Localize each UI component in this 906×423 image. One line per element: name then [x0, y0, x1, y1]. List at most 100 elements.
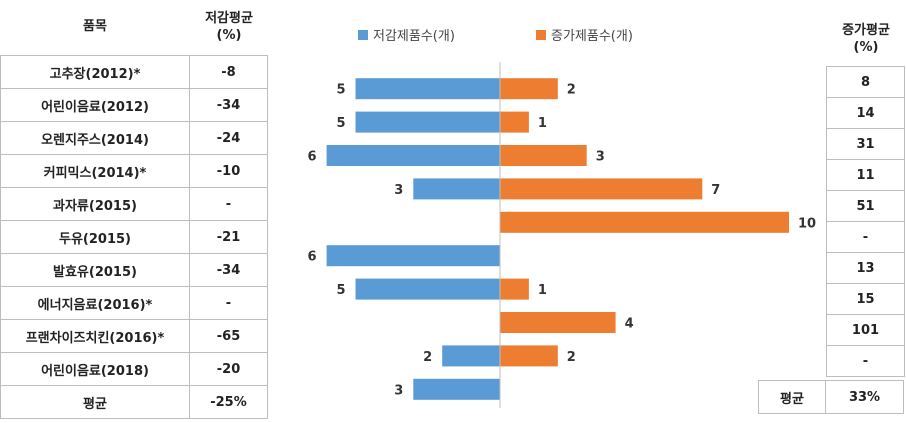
increase-value-label: 3	[596, 150, 605, 165]
legend-decrease-label: 저감제품수(개)	[373, 29, 455, 44]
decrease-value-label: 6	[308, 150, 317, 165]
increase-bar	[500, 278, 529, 300]
decrease-bar	[355, 278, 500, 300]
right-average-label: 평균	[758, 380, 826, 414]
left-table-row: 프랜차이즈치킨(2016)* -65	[0, 319, 268, 353]
right-table-row: 101	[826, 314, 905, 346]
decrease-bar	[355, 78, 500, 100]
legend-increase-swatch	[536, 29, 546, 40]
right-table-row: -	[826, 221, 905, 253]
left-table-row: 어린이음료(2012) -34	[0, 88, 268, 122]
right-average-row: 평균 33%	[758, 380, 904, 414]
decrease-average-cell: -21	[189, 220, 268, 254]
decrease-bar	[442, 345, 500, 367]
header-increase-average-line2: (%)	[853, 40, 879, 55]
increase-average-cell: 8	[826, 66, 905, 98]
right-table-row: 15	[826, 283, 905, 315]
right-table-row: 14	[826, 97, 905, 129]
right-table-row: 31	[826, 128, 905, 160]
item-name-cell: 오렌지주스(2014)	[0, 121, 190, 155]
increase-value-label: 7	[711, 183, 720, 198]
header-increase-average-line1: 증가평균	[842, 23, 890, 38]
decrease-average-cell: -8	[189, 55, 268, 89]
decrease-value-label: 2	[423, 350, 432, 365]
decrease-bar	[413, 178, 500, 200]
increase-value-label: 4	[625, 317, 634, 332]
decrease-bar	[413, 378, 500, 400]
legend-increase-label: 증가제품수(개)	[551, 29, 633, 44]
increase-bar	[500, 345, 558, 367]
increase-bar	[500, 78, 558, 100]
decrease-value-label: 3	[394, 383, 403, 398]
header-decrease-average-line2: (%)	[216, 28, 242, 43]
left-table-row: 발효유(2015) -34	[0, 253, 268, 287]
decrease-value-label: 5	[336, 116, 345, 131]
increase-bar	[500, 178, 703, 200]
decrease-average-cell: -34	[189, 253, 268, 287]
decrease-average-cell: -	[189, 286, 268, 320]
item-name-cell: 커피믹스(2014)*	[0, 154, 190, 188]
right-table-row: 13	[826, 252, 905, 284]
decrease-bar	[326, 245, 500, 267]
increase-bar	[500, 111, 529, 133]
decrease-average-cell: -24	[189, 121, 268, 155]
item-name-cell: 과자류(2015)	[0, 187, 190, 221]
increase-value-label: 1	[538, 283, 547, 298]
item-name-cell: 에너지음료(2016)*	[0, 286, 190, 320]
increase-value-label: 1	[538, 116, 547, 131]
increase-average-cell: 11	[826, 159, 905, 191]
increase-value-label: 2	[567, 350, 576, 365]
right-average-value: 33%	[825, 380, 904, 414]
item-name-cell: 고추장(2012)*	[0, 55, 190, 89]
increase-value-label: 10	[798, 216, 816, 231]
left-table-row: 어린이음료(2018) -20	[0, 352, 268, 386]
increase-bar	[500, 312, 616, 333]
left-table-row: 고추장(2012)* -8	[0, 55, 268, 89]
item-name-cell: 프랜차이즈치킨(2016)*	[0, 319, 190, 353]
increase-average-cell: 51	[826, 190, 905, 222]
increase-average-cell: 31	[826, 128, 905, 160]
header-increase-average: 증가평균 (%)	[826, 22, 906, 56]
legend-decrease: 저감제품수(개)	[358, 25, 455, 44]
increase-average-cell: 14	[826, 97, 905, 129]
item-name-cell: 두유(2015)	[0, 220, 190, 254]
left-table-row: 두유(2015) -21	[0, 220, 268, 254]
right-average-table: 평균 33%	[758, 380, 904, 414]
right-table-row: 8	[826, 66, 905, 98]
right-table-row: -	[826, 345, 905, 377]
right-table-grid: 8 14 31 11 51-13 15 101-	[826, 66, 905, 377]
decrease-value-label: 6	[308, 250, 317, 265]
legend-increase: 증가제품수(개)	[536, 25, 633, 44]
header-decrease-average-line1: 저감평균	[205, 11, 253, 26]
left-table-row: 커피믹스(2014)* -10	[0, 154, 268, 188]
increase-bar	[500, 145, 587, 166]
decrease-bar	[355, 111, 500, 133]
increase-average-cell: 101	[826, 314, 905, 346]
decrease-value-label: 5	[336, 83, 345, 98]
increase-bar	[500, 211, 789, 233]
right-table-row: 11	[826, 159, 905, 191]
right-table-row: 51	[826, 190, 905, 222]
increase-value-label: 2	[567, 83, 576, 98]
left-table-row: 오렌지주스(2014) -24	[0, 121, 268, 155]
legend-decrease-swatch	[358, 29, 368, 40]
decrease-value-label: 3	[394, 183, 403, 198]
left-table-row: 과자류(2015) -	[0, 187, 268, 221]
decrease-bar	[326, 145, 500, 166]
header-item: 품목	[83, 19, 107, 34]
decrease-value-label: 5	[336, 283, 345, 298]
increase-average-cell: -	[826, 221, 905, 253]
decrease-average-cell: -34	[189, 88, 268, 122]
left-table-grid: 고추장(2012)* -8 어린이음료(2012) -34 오렌지주스(2014) -24…	[0, 55, 268, 419]
increase-average-cell: 15	[826, 283, 905, 315]
item-name-cell: 발효유(2015)	[0, 253, 190, 287]
increase-average-cell: -	[826, 345, 905, 377]
left-average-value: -25%	[189, 385, 268, 419]
header-decrease-average: 저감평균 (%)	[190, 10, 268, 65]
left-table-row: 에너지음료(2016)* -	[0, 286, 268, 320]
left-average-row: 평균 -25%	[0, 385, 268, 419]
item-name-cell: 어린이음료(2018)	[0, 352, 190, 386]
decrease-average-cell: -65	[189, 319, 268, 353]
increase-average-cell: 13	[826, 252, 905, 284]
